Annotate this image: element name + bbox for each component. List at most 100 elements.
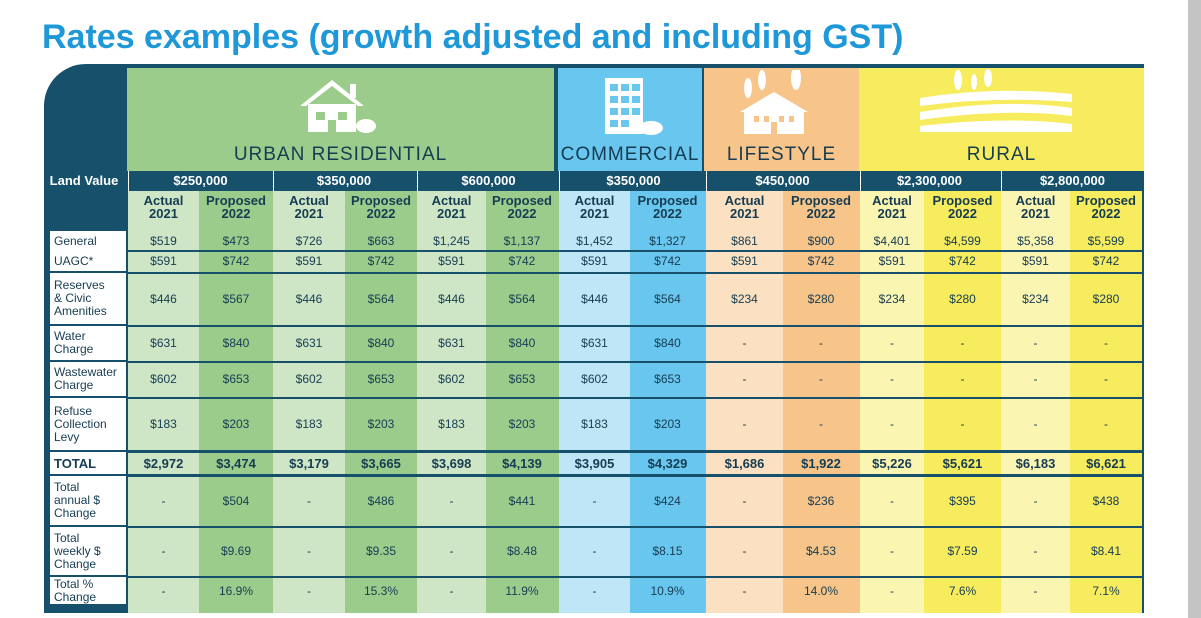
table-cell: $1,452 [576, 234, 613, 248]
column-header-label: Proposed [206, 193, 266, 208]
table-cell: - [1104, 417, 1108, 431]
group-title-rural: RURAL [966, 144, 1037, 165]
row-label-line: Refuse [54, 403, 93, 418]
column-header-year: 2022 [948, 206, 977, 221]
row-label: Reserves & Civic Amenities [50, 273, 126, 324]
column-header-proposed: Proposed 2022 [486, 194, 558, 220]
table-cell: 10.9% [650, 583, 685, 598]
table-cell: $602 [295, 372, 323, 386]
land-value-cell: $600,000 [417, 171, 559, 191]
land-value-label: Land Value [49, 173, 119, 188]
column-header-label: Proposed [637, 193, 698, 208]
land-value-cell: $450,000 [706, 171, 858, 191]
farmland-icon [920, 69, 1072, 132]
table-cell: - [449, 544, 454, 558]
column-header-year: 2021 [437, 206, 466, 221]
table-cell: $183 [438, 417, 465, 431]
table-cell: - [1033, 583, 1038, 598]
table-cell: - [890, 544, 894, 558]
table-cell: $395 [949, 493, 976, 508]
column-header-label: Proposed [932, 193, 993, 208]
row-divider [44, 474, 1144, 477]
column-header-year: 2021 [1021, 206, 1050, 221]
column-fill [783, 191, 860, 613]
table-cell: $602 [150, 372, 177, 386]
column-fill [559, 191, 630, 613]
table-cell: $591 [295, 254, 323, 268]
table-cell: $726 [295, 234, 323, 248]
table-cell: - [449, 583, 454, 598]
table-cell: $473 [222, 234, 250, 248]
column-header-actual: Actual 2021 [706, 194, 783, 220]
table-cell: - [742, 417, 747, 431]
table-cell: - [1033, 372, 1038, 386]
column-header-label: Actual [431, 193, 472, 208]
table-cell: $591 [731, 254, 758, 268]
scrollbar[interactable] [1188, 0, 1201, 618]
table-cell: $5,226 [872, 455, 912, 471]
table-cell: $564 [367, 291, 395, 306]
table-cell: $441 [508, 493, 536, 508]
table-cell: $591 [438, 254, 465, 268]
table-cell: $653 [508, 372, 536, 386]
land-value-cell: $350,000 [559, 171, 707, 191]
table-cell: $4,329 [647, 455, 688, 471]
land-value-cell: $250,000 [128, 171, 272, 191]
column-header-proposed: Proposed 2022 [783, 194, 859, 220]
table-cell: $183 [581, 417, 608, 431]
group-title-lifestyle: LIFESTYLE [726, 144, 837, 165]
column-fill [128, 191, 199, 613]
table-cell: - [1033, 417, 1038, 431]
table-cell: - [742, 372, 747, 386]
row-divider [44, 361, 1144, 363]
row-label-line: weekly $ [54, 543, 101, 558]
row-label: Wastewater Charge [50, 362, 126, 396]
table-cell: $1,686 [724, 455, 765, 471]
row-label: General [50, 231, 126, 251]
table-cell: - [1104, 372, 1108, 386]
table-cell: $4.53 [805, 544, 837, 558]
table-cell: $280 [949, 291, 976, 306]
column-header-proposed: Proposed 2022 [630, 194, 705, 220]
column-header-proposed: Proposed 2022 [199, 194, 273, 220]
table-cell: $602 [438, 372, 465, 386]
column-header-year: 2021 [730, 206, 759, 221]
table-cell: $234 [878, 291, 906, 306]
table-cell: - [592, 493, 597, 508]
row-label-line: Change [54, 506, 97, 520]
table-cell: 11.9% [505, 583, 539, 598]
table-cell: - [890, 417, 894, 431]
table-cell: $3,179 [289, 455, 329, 471]
column-fill [486, 191, 559, 613]
table-cell: $840 [222, 336, 250, 350]
column-header-year: 2022 [1091, 206, 1121, 221]
table-cell: $203 [508, 417, 536, 431]
row-label-line: Charge [54, 378, 94, 392]
table-cell: 16.9% [218, 583, 254, 598]
group-title-urban-residential: URBAN RESIDENTIAL [233, 144, 448, 165]
table-cell: $1,327 [649, 234, 686, 248]
table-cell: - [1104, 336, 1108, 350]
table-cell: 7.1% [1092, 583, 1120, 598]
row-label-line: Change [54, 589, 97, 604]
table-cell: $564 [654, 291, 681, 306]
table-cell: $4,599 [944, 234, 981, 248]
table-cell: $9.35 [365, 544, 397, 558]
column-header-actual: Actual 2021 [273, 194, 345, 220]
table-cell: $424 [654, 493, 681, 508]
table-cell: $2,972 [143, 455, 184, 471]
table-cell: $840 [367, 336, 395, 350]
table-cell: - [819, 336, 823, 350]
table-cell: $1,137 [503, 234, 541, 248]
table-cell: - [161, 493, 166, 508]
column-header-label: Actual [1015, 193, 1056, 208]
table-cell: $742 [1092, 254, 1120, 268]
row-label-line: Amenities [54, 304, 107, 318]
row-divider [44, 450, 1144, 453]
table-cell: $840 [654, 336, 681, 350]
table-cell: - [592, 583, 597, 598]
table-cell: $486 [367, 493, 395, 508]
table-cell: - [960, 417, 965, 431]
table-cell: $203 [654, 417, 681, 431]
table-cell: - [307, 544, 311, 558]
